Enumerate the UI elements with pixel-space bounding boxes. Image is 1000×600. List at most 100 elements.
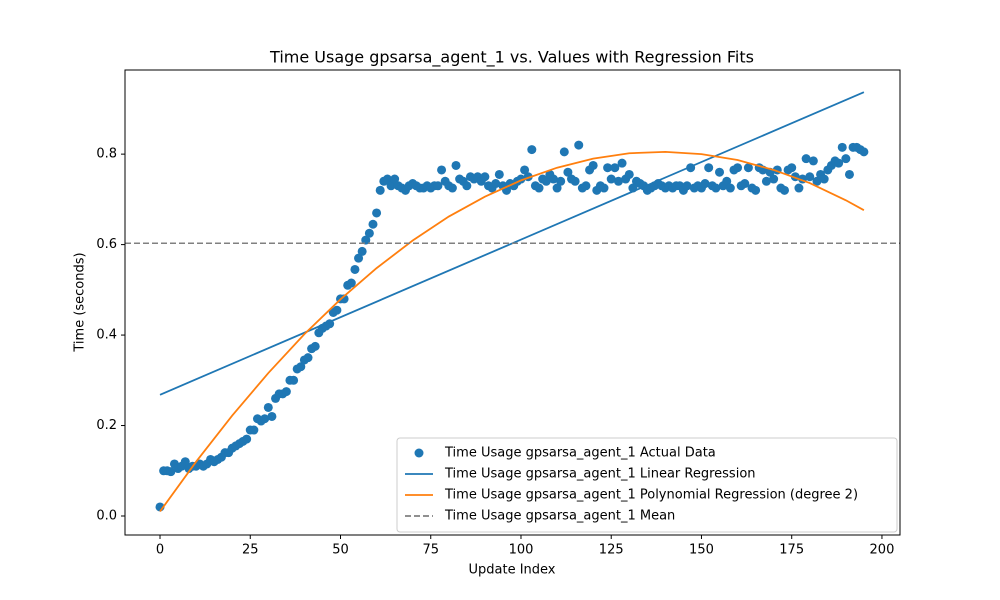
x-tick-label: 50 (332, 543, 349, 558)
data-point (733, 163, 743, 173)
data-point (390, 174, 400, 184)
data-point (527, 145, 537, 155)
chart-title: Time Usage gpsarsa_agent_1 vs. Values wi… (269, 48, 754, 68)
data-point (310, 341, 320, 351)
x-tick-label: 200 (870, 543, 895, 558)
data-point (451, 160, 461, 170)
data-point (263, 402, 273, 412)
fit-line (159, 91, 865, 396)
data-point (570, 176, 580, 186)
data-point (841, 154, 851, 164)
data-point (740, 179, 750, 189)
x-tick-label: 125 (599, 543, 624, 558)
legend-label: Time Usage gpsarsa_agent_1 Mean (444, 509, 675, 524)
data-point (180, 457, 190, 467)
y-tick-label: 0.0 (96, 509, 117, 524)
data-point (350, 264, 360, 274)
data-point (289, 375, 299, 385)
data-point (281, 387, 291, 397)
data-point (357, 246, 367, 256)
data-point (769, 174, 779, 184)
data-point (711, 183, 721, 193)
data-point (541, 176, 551, 186)
x-tick-label: 100 (509, 543, 534, 558)
data-point (375, 185, 385, 195)
data-point (563, 167, 573, 177)
data-point (725, 183, 735, 193)
data-point (613, 176, 623, 186)
data-point (437, 165, 447, 175)
data-point (296, 362, 306, 372)
data-point (819, 174, 829, 184)
data-point (812, 176, 822, 186)
y-tick-label: 0.2 (96, 418, 117, 433)
data-point (433, 181, 443, 191)
data-point (354, 253, 364, 263)
data-point (801, 154, 811, 164)
data-point (346, 278, 356, 288)
data-point (556, 176, 566, 186)
data-point (494, 169, 504, 179)
data-point (166, 467, 176, 477)
data-point (303, 353, 313, 363)
data-point (588, 160, 598, 170)
data-point (339, 294, 349, 304)
data-point (808, 156, 818, 166)
x-tick-label: 150 (689, 543, 714, 558)
x-tick-label: 75 (422, 543, 439, 558)
fit-line (159, 150, 865, 513)
data-point (559, 147, 569, 157)
data-point (372, 208, 382, 218)
y-axis-label: Time (seconds) (73, 252, 88, 352)
data-point (859, 147, 869, 157)
x-tick-label: 175 (779, 543, 804, 558)
data-point (617, 158, 627, 168)
data-point (361, 235, 371, 245)
data-point (834, 158, 844, 168)
x-tick-label: 25 (242, 543, 259, 558)
data-point (267, 411, 277, 421)
data-point (462, 181, 472, 191)
data-point (382, 174, 392, 184)
data-point (837, 142, 847, 152)
data-point (624, 169, 634, 179)
data-point (260, 414, 270, 424)
data-point (844, 169, 854, 179)
legend-label: Time Usage gpsarsa_agent_1 Linear Regres… (444, 467, 756, 482)
legend-label: Time Usage gpsarsa_agent_1 Actual Data (444, 446, 716, 461)
data-point (364, 228, 374, 238)
data-point (581, 181, 591, 191)
data-point (751, 185, 761, 195)
data-point (794, 183, 804, 193)
x-axis-label: Update Index (468, 563, 555, 578)
data-point (682, 181, 692, 191)
data-point (599, 183, 609, 193)
x-tick-label: 0 (156, 543, 164, 558)
data-point (700, 179, 710, 189)
data-point (249, 425, 259, 435)
data-point (534, 183, 544, 193)
legend-label: Time Usage gpsarsa_agent_1 Polynomial Re… (444, 488, 858, 503)
data-point (715, 167, 725, 177)
legend-marker (414, 448, 424, 458)
data-point (761, 176, 771, 186)
data-point (332, 305, 342, 315)
data-point (603, 163, 613, 173)
data-point (386, 181, 396, 191)
data-point (722, 176, 732, 186)
data-point (779, 185, 789, 195)
data-point (805, 172, 815, 182)
y-tick-label: 0.8 (96, 147, 117, 162)
data-point (606, 174, 616, 184)
data-point (574, 140, 584, 150)
data-point (368, 219, 378, 229)
axes-frame (124, 69, 901, 536)
data-point (610, 163, 620, 173)
data-point (548, 174, 558, 184)
data-point (552, 183, 562, 193)
data-point (743, 163, 753, 173)
y-tick-label: 0.4 (96, 328, 117, 343)
y-tick-label: 0.6 (96, 237, 117, 252)
data-point (491, 179, 501, 189)
